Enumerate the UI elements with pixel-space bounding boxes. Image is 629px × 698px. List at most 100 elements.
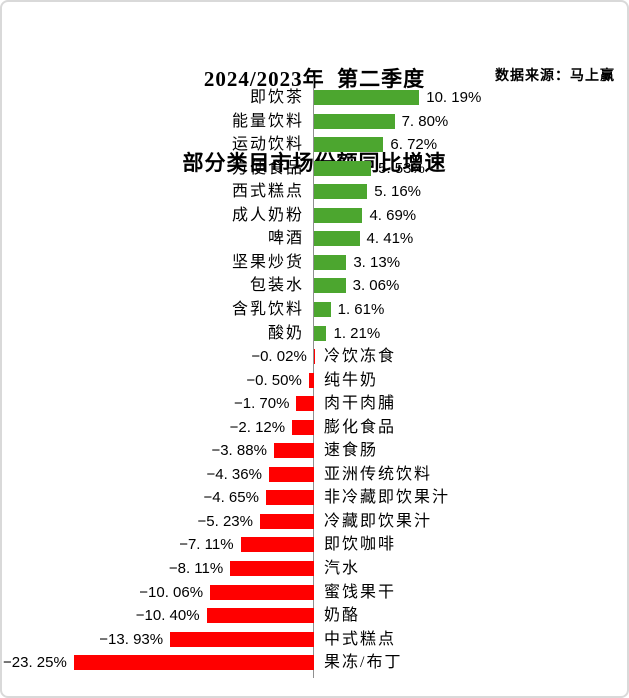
bar-row: 能量饮料 7. 80% bbox=[2, 110, 627, 134]
value-label: −8. 11% bbox=[168, 560, 224, 577]
category-label: 非冷藏即饮果汁 bbox=[324, 489, 451, 507]
category-label: 坚果炒货 bbox=[231, 253, 304, 271]
value-label: 6. 72% bbox=[390, 136, 438, 154]
bar-positive bbox=[314, 278, 346, 294]
data-source-note: 数据来源：马上赢 bbox=[495, 69, 615, 84]
value-label: 7. 80% bbox=[401, 112, 449, 130]
bar-negative bbox=[265, 490, 314, 506]
category-label: 成人奶粉 bbox=[231, 206, 304, 224]
category-label: 西式糕点 bbox=[231, 183, 304, 201]
bar-row: 非冷藏即饮果汁 −4. 65% bbox=[2, 486, 627, 510]
bar-row: 啤酒 4. 41% bbox=[2, 227, 627, 251]
value-label: −7. 11% bbox=[179, 536, 234, 554]
value-label: −0. 02% bbox=[251, 348, 307, 366]
category-label: 含乳饮料 bbox=[231, 300, 304, 318]
bar-row: 坚果炒货 3. 13% bbox=[2, 251, 627, 275]
value-label: −10. 40% bbox=[135, 607, 200, 625]
bar-row: 西式糕点 5. 16% bbox=[2, 180, 627, 204]
bar-positive bbox=[314, 207, 363, 223]
bar-positive bbox=[314, 325, 327, 341]
bar-negative bbox=[292, 419, 314, 435]
category-label: 汽水 bbox=[324, 560, 361, 577]
category-label: 运动饮料 bbox=[231, 136, 304, 154]
bar-row: 膨化食品 −2. 12% bbox=[2, 416, 627, 440]
bar-row: 成人奶粉 4. 69% bbox=[2, 204, 627, 228]
category-label: 啤酒 bbox=[267, 230, 304, 248]
category-label: 包装水 bbox=[249, 277, 304, 295]
category-label: 速食肠 bbox=[324, 442, 379, 460]
value-label: −0. 50% bbox=[246, 371, 302, 389]
bar-chart-plot: 即饮茶 10. 19% 能量饮料 7. 80% 运动饮料 6. 72% 方便食品 5. 53%… bbox=[2, 77, 627, 682]
value-label: 10. 19% bbox=[426, 89, 482, 106]
bar-negative bbox=[230, 561, 314, 576]
value-label: 4. 69% bbox=[369, 206, 417, 224]
bar-positive bbox=[314, 160, 372, 176]
bar-row: 运动饮料 6. 72% bbox=[2, 133, 627, 157]
value-label: −3. 88% bbox=[211, 442, 267, 460]
value-label: −4. 65% bbox=[203, 489, 259, 507]
bar-row: 酸奶 1. 21% bbox=[2, 322, 627, 346]
value-label: 1. 61% bbox=[337, 300, 385, 318]
bar-positive bbox=[314, 301, 331, 317]
category-label: 冷饮冻食 bbox=[324, 348, 397, 366]
bar-negative bbox=[259, 513, 314, 529]
bar-row: 方便食品 5. 53% bbox=[2, 157, 627, 181]
value-label: 4. 41% bbox=[366, 230, 414, 248]
category-label: 即饮咖啡 bbox=[324, 536, 397, 554]
bar-negative bbox=[308, 372, 314, 388]
value-label: −1. 70% bbox=[233, 395, 290, 413]
bar-row: 肉干肉脯 −1. 70% bbox=[2, 392, 627, 416]
value-label: 5. 16% bbox=[374, 183, 421, 201]
bar-negative bbox=[73, 655, 314, 671]
bar-positive bbox=[314, 184, 368, 200]
bar-row: 冷饮冻食 −0. 02% bbox=[2, 345, 627, 369]
category-label: 能量饮料 bbox=[231, 112, 304, 130]
bar-row: 果冻/布丁 −23. 25% bbox=[2, 651, 627, 675]
category-label: 纯牛奶 bbox=[324, 371, 379, 389]
bar-row: 含乳饮料 1. 61% bbox=[2, 298, 627, 322]
bar-row: 蜜饯果干 −10. 06% bbox=[2, 581, 627, 605]
category-label: 果冻/布丁 bbox=[324, 654, 403, 672]
chart-title-line1: 2024/2023年 第二季度 bbox=[203, 67, 426, 91]
bar-negative bbox=[210, 584, 314, 600]
bar-row: 即饮咖啡 −7. 11% bbox=[2, 533, 627, 557]
bar-positive bbox=[314, 113, 395, 129]
category-label: 奶酪 bbox=[324, 607, 361, 625]
bar-negative bbox=[240, 537, 314, 553]
bar-negative bbox=[273, 443, 314, 459]
bar-positive bbox=[314, 231, 360, 247]
bar-row: 中式糕点 −13. 93% bbox=[2, 628, 627, 652]
bar-row: 包装水 3. 06% bbox=[2, 274, 627, 298]
category-label: 酸奶 bbox=[267, 324, 304, 342]
bar-row: 纯牛奶 −0. 50% bbox=[2, 369, 627, 393]
bar-row: 汽水 −8. 11% bbox=[2, 557, 627, 581]
category-label: 即饮茶 bbox=[249, 89, 304, 106]
bar-row: 亚洲传统饮料 −4. 36% bbox=[2, 463, 627, 487]
category-label: 膨化食品 bbox=[324, 418, 397, 436]
bar-negative bbox=[268, 466, 314, 482]
value-label: −5. 23% bbox=[197, 512, 253, 530]
bar-row: 速食肠 −3. 88% bbox=[2, 439, 627, 463]
bar-row: 冷藏即饮果汁 −5. 23% bbox=[2, 510, 627, 534]
category-label: 方便食品 bbox=[231, 159, 304, 177]
bar-row: 奶酪 −10. 40% bbox=[2, 604, 627, 628]
bar-row: 即饮茶 10. 19% bbox=[2, 86, 627, 110]
value-label: 3. 13% bbox=[353, 253, 401, 271]
value-label: 3. 06% bbox=[352, 277, 400, 295]
category-label: 亚洲传统饮料 bbox=[324, 465, 433, 483]
value-label: −4. 36% bbox=[206, 465, 262, 483]
value-label: 1. 21% bbox=[333, 324, 381, 342]
bar-positive bbox=[314, 137, 384, 153]
bar-negative bbox=[206, 608, 314, 624]
value-label: 5. 53% bbox=[378, 159, 425, 177]
category-label: 肉干肉脯 bbox=[324, 395, 397, 413]
value-label: −2. 12% bbox=[229, 418, 286, 436]
category-label: 冷藏即饮果汁 bbox=[324, 512, 433, 530]
chart-title: 2024/2023年 第二季度 部分类目市场份额同比增速 bbox=[2, 9, 627, 233]
category-label: 蜜饯果干 bbox=[324, 583, 397, 601]
bar-positive bbox=[314, 254, 347, 270]
bar-negative bbox=[296, 396, 314, 412]
value-label: −10. 06% bbox=[139, 583, 204, 601]
bar-negative bbox=[170, 631, 314, 647]
